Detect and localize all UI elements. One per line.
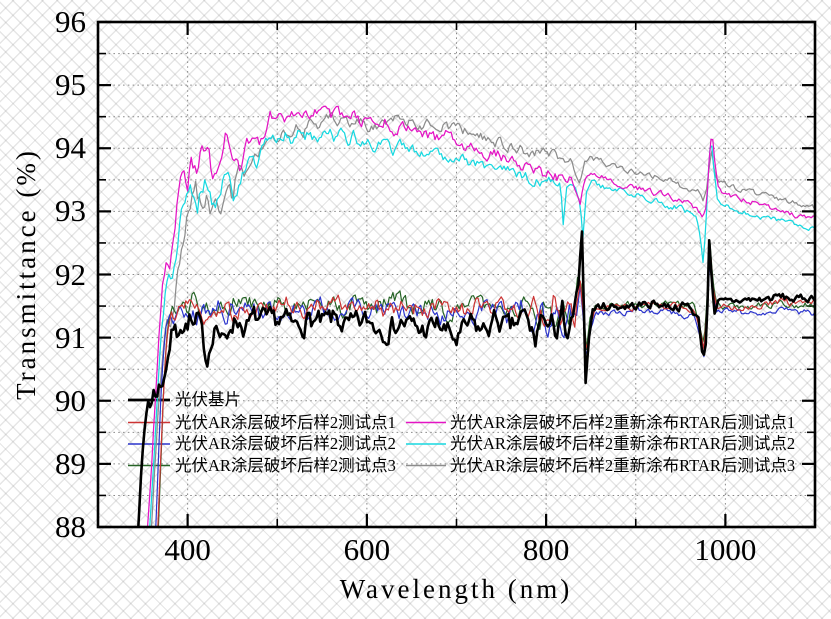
y-tick-label: 93 <box>55 193 86 229</box>
legend-item-label: 光伏AR涂层破坏后样2重新涂布RTAR后测试点1 <box>450 412 796 432</box>
y-tick-label: 89 <box>55 445 86 481</box>
legend-item-label: 光伏AR涂层破坏后样2重新涂布RTAR后测试点3 <box>450 455 796 475</box>
x-tick-label: 600 <box>343 532 391 567</box>
x-tick-label: 1000 <box>694 532 757 567</box>
series-curve-2 <box>146 105 814 526</box>
y-tick-label: 88 <box>55 509 86 544</box>
legend-item-label: 光伏AR涂层破坏后样2测试点2 <box>175 434 396 453</box>
y-tick-label: 94 <box>55 130 86 166</box>
x-tick-label: 400 <box>164 532 211 567</box>
legend-item-label: 光伏AR涂层破坏后样2测试点3 <box>175 455 396 475</box>
series-curve-3 <box>157 243 814 526</box>
x-axis-title: Wavelength (nm) <box>339 574 573 604</box>
y-tick-label: 92 <box>55 256 86 292</box>
y-tick-label: 91 <box>55 319 86 355</box>
legend-item-label: 光伏AR涂层破坏后样2测试点1 <box>175 412 396 432</box>
legend-item-label: 光伏基片 <box>175 390 241 409</box>
y-tick-label: 95 <box>55 67 86 103</box>
legend-item-label: 光伏AR涂层破坏后样2重新涂布RTAR后测试点2 <box>450 434 796 453</box>
plot-frame <box>96 20 817 529</box>
y-axis-title: Transmittance (%) <box>11 148 41 400</box>
series-curve-6 <box>137 230 814 526</box>
series-curve-1 <box>149 127 814 526</box>
x-tick-label: 800 <box>522 532 570 567</box>
y-tick-label: 90 <box>55 382 86 418</box>
y-tick-label: 96 <box>55 4 86 39</box>
data-curves <box>137 105 814 526</box>
